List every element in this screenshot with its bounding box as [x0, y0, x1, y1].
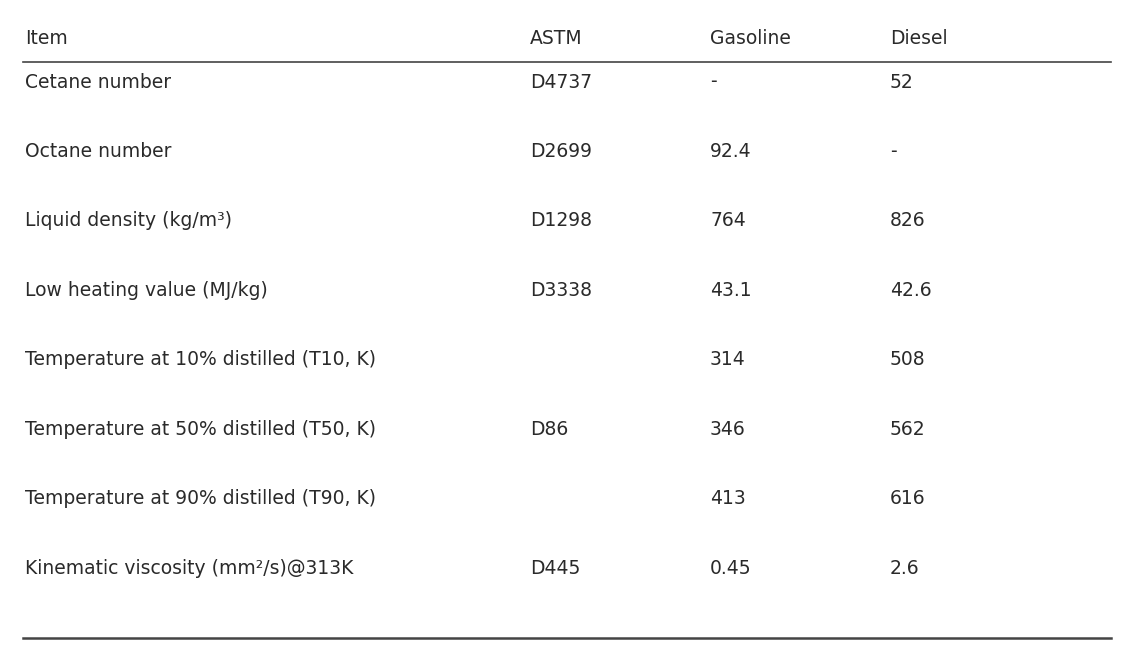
- Text: D2699: D2699: [530, 142, 592, 161]
- Text: Octane number: Octane number: [25, 142, 171, 161]
- Text: Low heating value (MJ/kg): Low heating value (MJ/kg): [25, 281, 268, 300]
- Text: ASTM: ASTM: [530, 28, 583, 48]
- Text: 346: 346: [710, 420, 746, 439]
- Text: 764: 764: [710, 211, 746, 230]
- Text: 43.1: 43.1: [710, 281, 752, 300]
- Text: Diesel: Diesel: [890, 28, 948, 48]
- Text: Gasoline: Gasoline: [710, 28, 790, 48]
- Text: 92.4: 92.4: [710, 142, 752, 161]
- Text: 826: 826: [890, 211, 925, 230]
- Text: 562: 562: [890, 420, 925, 439]
- Text: Cetane number: Cetane number: [25, 73, 171, 92]
- Text: D86: D86: [530, 420, 568, 439]
- Text: Item: Item: [25, 28, 68, 48]
- Text: 0.45: 0.45: [710, 559, 752, 578]
- Text: Liquid density (kg/m³): Liquid density (kg/m³): [25, 211, 232, 230]
- Text: -: -: [890, 142, 897, 161]
- Text: 314: 314: [710, 350, 746, 370]
- Text: 42.6: 42.6: [890, 281, 932, 300]
- Text: Temperature at 50% distilled (T50, K): Temperature at 50% distilled (T50, K): [25, 420, 376, 439]
- Text: D445: D445: [530, 559, 581, 578]
- Text: Kinematic viscosity (mm²/s)@313K: Kinematic viscosity (mm²/s)@313K: [25, 559, 354, 578]
- Text: Temperature at 10% distilled (T10, K): Temperature at 10% distilled (T10, K): [25, 350, 376, 370]
- Text: D4737: D4737: [530, 73, 592, 92]
- Text: D1298: D1298: [530, 211, 592, 230]
- Text: 52: 52: [890, 73, 914, 92]
- Text: 616: 616: [890, 490, 925, 508]
- Text: Temperature at 90% distilled (T90, K): Temperature at 90% distilled (T90, K): [25, 490, 376, 508]
- Text: 2.6: 2.6: [890, 559, 920, 578]
- Text: D3338: D3338: [530, 281, 592, 300]
- Text: 413: 413: [710, 490, 746, 508]
- Text: -: -: [710, 73, 717, 92]
- Text: 508: 508: [890, 350, 925, 370]
